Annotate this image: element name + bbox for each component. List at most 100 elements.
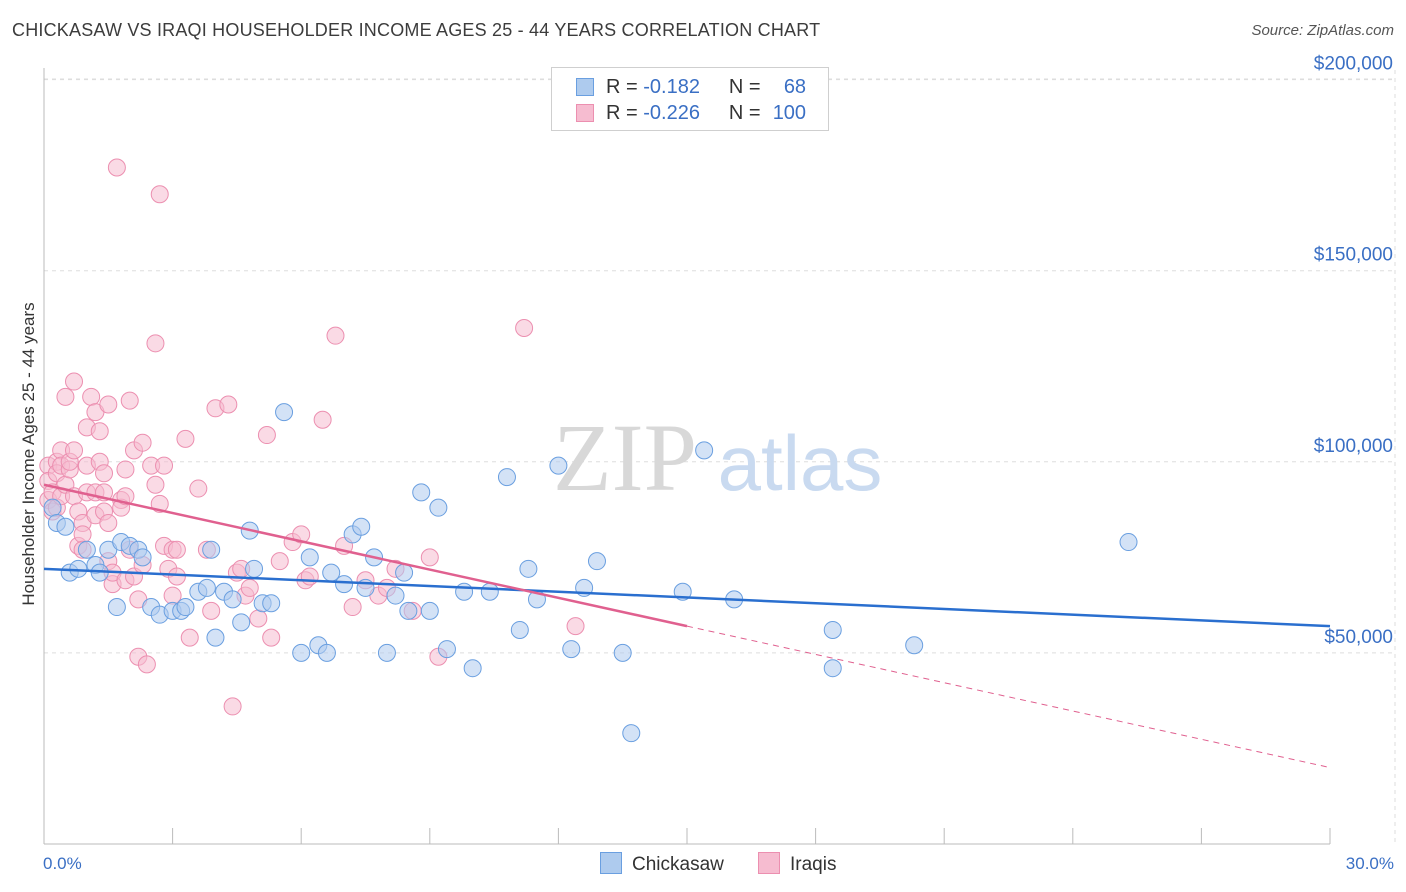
- iraqis-point: [262, 628, 281, 647]
- axes: [43, 68, 1331, 845]
- chickasaw-point: [823, 620, 842, 639]
- chickasaw-point: [262, 594, 281, 613]
- iraqis-point: [133, 433, 152, 452]
- chickasaw-point: [463, 659, 482, 678]
- watermark-atlas: atlas: [718, 419, 883, 507]
- y-tick-label: $150,000: [1314, 245, 1393, 266]
- chickasaw-swatch: [576, 78, 594, 96]
- iraqis-point: [56, 387, 75, 406]
- iraqis-point: [146, 334, 165, 353]
- y-tick-label: $100,000: [1314, 436, 1393, 457]
- legend-r-value: -0.182: [643, 76, 700, 98]
- iraqis-point: [300, 567, 319, 586]
- iraqis-point: [99, 395, 118, 414]
- chickasaw-point: [206, 628, 225, 647]
- chickasaw-point: [197, 578, 216, 597]
- iraqis-trend-extension: [686, 625, 1331, 769]
- trend-lines: [43, 483, 1331, 769]
- chart-source: Source: ZipAtlas.com: [1251, 22, 1394, 39]
- x-tick-label-max: 30.0%: [1345, 854, 1394, 873]
- chickasaw-point: [613, 643, 632, 662]
- chickasaw-point: [77, 540, 96, 559]
- chickasaw-point: [695, 441, 714, 460]
- watermark-zip: ZIP: [553, 404, 697, 511]
- iraqis-point: [155, 456, 174, 475]
- iraqis-swatch: [758, 852, 780, 874]
- iraqis-point: [257, 426, 276, 445]
- iraqis-points: [39, 158, 585, 716]
- iraqis-point: [90, 422, 109, 441]
- iraqis-point: [120, 391, 139, 410]
- iraqis-point: [176, 429, 195, 448]
- iraqis-point: [82, 387, 101, 406]
- iraqis-point: [65, 372, 84, 391]
- iraqis-point: [202, 601, 221, 620]
- legend-r-label: R =: [606, 102, 638, 124]
- iraqis-point: [515, 319, 534, 338]
- chickasaw-point: [43, 498, 62, 517]
- chickasaw-point: [622, 724, 641, 743]
- chickasaw-point: [69, 559, 88, 578]
- correlation-legend: R = -0.182 N = 68 R = -0.226 N = 100: [551, 67, 829, 131]
- iraqis-point: [343, 598, 362, 617]
- chart-title: CHICKASAW VS IRAQI HOUSEHOLDER INCOME AG…: [12, 20, 821, 40]
- chickasaw-point: [519, 559, 538, 578]
- chickasaw-point: [133, 548, 152, 567]
- chickasaw-point: [510, 620, 529, 639]
- chickasaw-point: [386, 586, 405, 605]
- legend-r-label: R =: [606, 76, 638, 98]
- y-tick-label: $200,000: [1314, 54, 1393, 75]
- iraqis-point: [107, 158, 126, 177]
- chickasaw-point: [420, 601, 439, 620]
- iraqis-point: [223, 697, 242, 716]
- legend-n-label: N =: [728, 102, 761, 124]
- chickasaw-point: [56, 517, 75, 536]
- iraqis-point: [292, 525, 311, 544]
- chickasaw-swatch: [600, 852, 622, 874]
- iraqis-point: [180, 628, 199, 647]
- iraqis-point: [73, 525, 92, 544]
- iraqis-point: [167, 540, 186, 559]
- iraqis-point: [167, 567, 186, 586]
- iraqis-point: [150, 185, 169, 204]
- bottom-legend-chickasaw: Chickasaw: [600, 852, 724, 876]
- y-tick-labels: $50,000 $100,000 $150,000 $200,000: [1314, 54, 1393, 648]
- bottom-legend-iraqis-label: Iraqis: [790, 854, 837, 875]
- iraqis-point: [249, 609, 268, 628]
- chickasaw-point: [823, 659, 842, 678]
- legend-n-label: N =: [728, 76, 761, 98]
- chickasaw-point: [497, 468, 516, 487]
- iraqis-point: [219, 395, 238, 414]
- chickasaw-point: [480, 582, 499, 601]
- chickasaw-point: [1119, 533, 1138, 552]
- legend-row-chickasaw: R = -0.182 N = 68: [576, 75, 806, 99]
- y-axis-label: Householder Income Ages 25 - 44 years: [19, 302, 38, 606]
- chickasaw-point: [437, 640, 456, 659]
- legend-n-value: 68: [783, 76, 807, 98]
- chickasaw-trend-line: [43, 567, 1331, 628]
- iraqis-point: [146, 475, 165, 494]
- chickasaw-point: [549, 456, 568, 475]
- bottom-legend-chickasaw-label: Chickasaw: [632, 854, 724, 875]
- chickasaw-point: [377, 643, 396, 662]
- iraqis-point: [189, 479, 208, 498]
- iraqis-point: [566, 617, 585, 636]
- legend-r-value: -0.226: [643, 102, 700, 124]
- chickasaw-point: [232, 613, 251, 632]
- chickasaw-point: [335, 575, 354, 594]
- chickasaw-point: [905, 636, 924, 655]
- chickasaw-point: [202, 540, 221, 559]
- iraqis-trend-line: [43, 483, 688, 628]
- chickasaw-point: [399, 601, 418, 620]
- chickasaw-point: [275, 403, 294, 422]
- chickasaw-point: [107, 598, 126, 617]
- iraqis-point: [99, 513, 118, 532]
- chickasaw-point: [223, 590, 242, 609]
- iraqis-point: [137, 655, 156, 674]
- chickasaw-point: [429, 498, 448, 517]
- x-tick-label-min: 0.0%: [43, 854, 82, 873]
- iraqis-swatch: [576, 104, 594, 122]
- iraqis-point: [240, 578, 259, 597]
- iraqis-point: [270, 552, 289, 571]
